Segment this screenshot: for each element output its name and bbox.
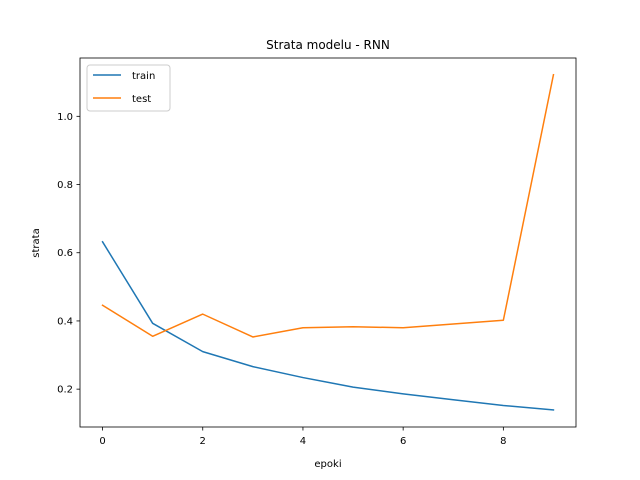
plot-area: 0 2 4 6 8 0.2 0.4 0.6 0.8 1.0 xyxy=(57,57,577,447)
y-tick-label: 0.6 xyxy=(57,248,73,259)
x-tick-label: 4 xyxy=(300,436,306,447)
y-tick-label: 0.4 xyxy=(57,316,73,327)
axes-frame xyxy=(79,57,577,428)
legend-label-train: train xyxy=(132,71,155,82)
legend-label-test: test xyxy=(132,94,151,105)
y-axis-label: strata xyxy=(31,228,42,257)
x-tick-label: 6 xyxy=(400,436,406,447)
x-axis-label: epoki xyxy=(314,459,341,470)
legend-box xyxy=(86,64,171,112)
chart-title: Strata modelu - RNN xyxy=(266,38,390,52)
x-tick-label: 0 xyxy=(99,436,105,447)
series-line-test xyxy=(101,73,555,338)
series-line-train xyxy=(101,240,555,411)
y-tick-label: 0.2 xyxy=(57,385,73,396)
y-tick-label: 0.8 xyxy=(57,180,73,191)
x-tick-label: 2 xyxy=(200,436,206,447)
legend: train test xyxy=(86,64,171,112)
y-tick-label: 1.0 xyxy=(57,112,73,123)
x-tick-label: 8 xyxy=(500,436,506,447)
